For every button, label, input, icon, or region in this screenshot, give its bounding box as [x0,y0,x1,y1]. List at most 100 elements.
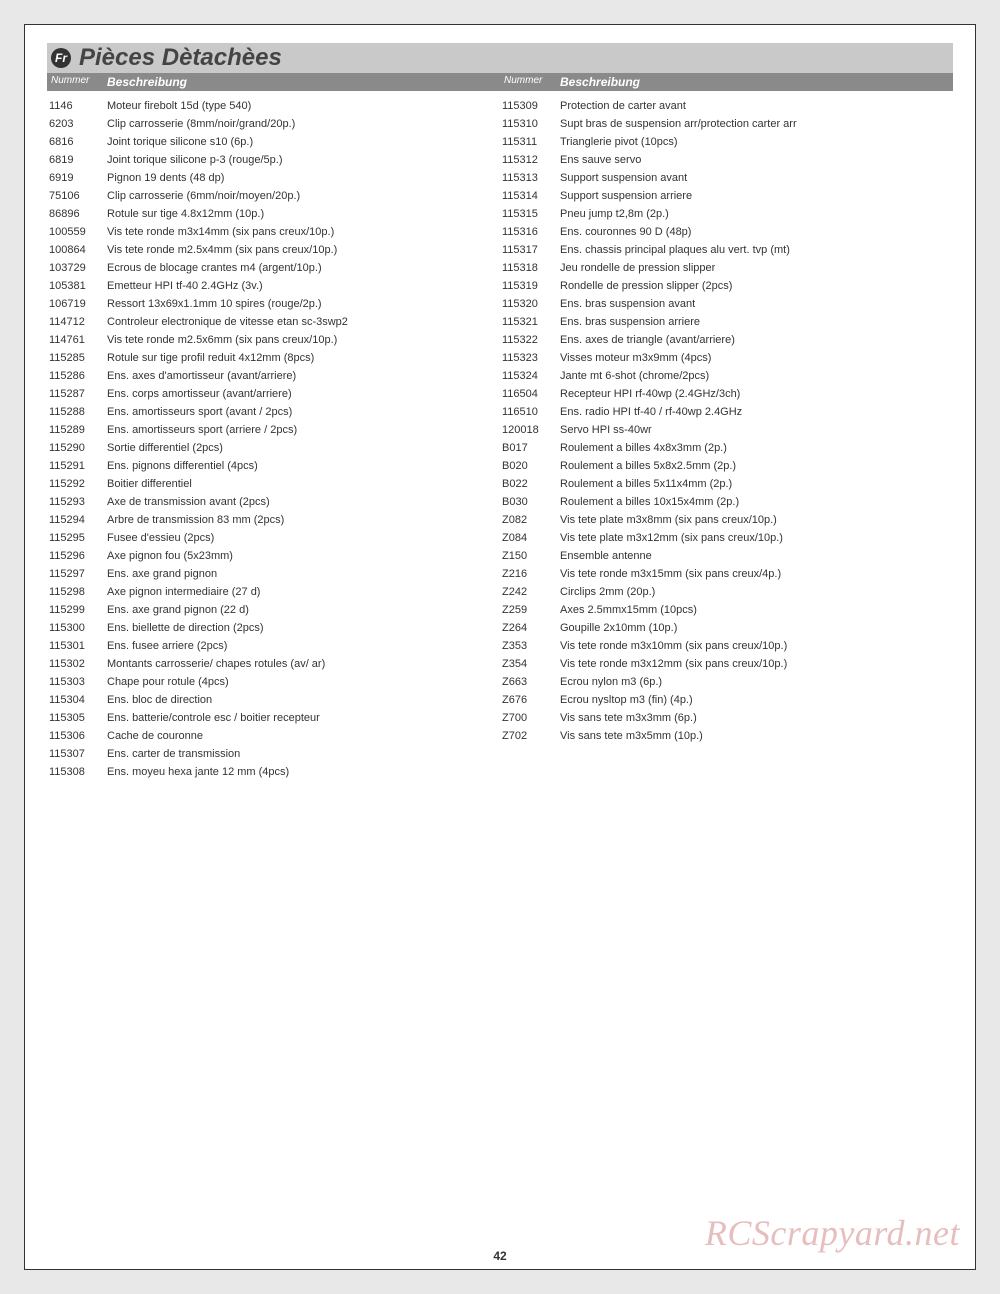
part-number: Z084 [500,529,560,547]
part-description: Vis tete plate m3x8mm (six pans creux/10… [560,511,953,529]
part-number: 115322 [500,331,560,349]
part-number: 115317 [500,241,560,259]
part-number: 100864 [47,241,107,259]
part-description: Emetteur HPI tf-40 2.4GHz (3v.) [107,277,500,295]
part-number: 115308 [47,763,107,781]
parts-row: 115285Rotule sur tige profil reduit 4x12… [47,349,500,367]
part-number: Z702 [500,727,560,745]
part-number: 114761 [47,331,107,349]
document-sheet: Fr Pièces Dètachèes Nummer Beschreibung … [24,24,976,1270]
part-description: Vis tete plate m3x12mm (six pans creux/1… [560,529,953,547]
parts-row: Z264Goupille 2x10mm (10p.) [500,619,953,637]
parts-row: 115321Ens. bras suspension arriere [500,313,953,331]
parts-row: 106719Ressort 13x69x1.1mm 10 spires (rou… [47,295,500,313]
part-description: Ens. axes de triangle (avant/arriere) [560,331,953,349]
parts-row: 115296Axe pignon fou (5x23mm) [47,547,500,565]
part-description: Vis sans tete m3x3mm (6p.) [560,709,953,727]
part-description: Moteur firebolt 15d (type 540) [107,97,500,115]
part-description: Clip carrosserie (6mm/noir/moyen/20p.) [107,187,500,205]
part-number: 115290 [47,439,107,457]
part-number: 100559 [47,223,107,241]
parts-row: 115322Ens. axes de triangle (avant/arrie… [500,331,953,349]
part-description: Vis sans tete m3x5mm (10p.) [560,727,953,745]
parts-row: 75106Clip carrosserie (6mm/noir/moyen/20… [47,187,500,205]
part-number: 115314 [500,187,560,205]
part-number: 115315 [500,205,560,223]
part-number: 6203 [47,115,107,133]
page-number: 42 [25,1249,975,1263]
part-number: 115320 [500,295,560,313]
part-description: Ens. axes d'amortisseur (avant/arriere) [107,367,500,385]
part-number: 115295 [47,529,107,547]
parts-columns: 1146Moteur firebolt 15d (type 540)6203Cl… [47,97,953,781]
part-description: Ens. bras suspension avant [560,295,953,313]
part-description: Roulement a billes 4x8x3mm (2p.) [560,439,953,457]
part-number: Z150 [500,547,560,565]
page-container: Fr Pièces Dètachèes Nummer Beschreibung … [0,0,1000,1294]
parts-row: 1146Moteur firebolt 15d (type 540) [47,97,500,115]
part-number: 6816 [47,133,107,151]
part-number: 115310 [500,115,560,133]
parts-row: 114712Controleur electronique de vitesse… [47,313,500,331]
parts-row: Z353Vis tete ronde m3x10mm (six pans cre… [500,637,953,655]
parts-row: 6203Clip carrosserie (8mm/noir/grand/20p… [47,115,500,133]
parts-row: 115310Supt bras de suspension arr/protec… [500,115,953,133]
part-description: Ecrou nysltop m3 (fin) (4p.) [560,691,953,709]
parts-row: Z676Ecrou nysltop m3 (fin) (4p.) [500,691,953,709]
part-description: Ens. corps amortisseur (avant/arriere) [107,385,500,403]
parts-row: 115301Ens. fusee arriere (2pcs) [47,637,500,655]
part-description: Visses moteur m3x9mm (4pcs) [560,349,953,367]
part-description: Ens. bras suspension arriere [560,313,953,331]
parts-row: 115305Ens. batterie/controle esc / boiti… [47,709,500,727]
part-number: B022 [500,475,560,493]
part-number: 115289 [47,421,107,439]
parts-row: 115294Arbre de transmission 83 mm (2pcs) [47,511,500,529]
parts-row: 115304Ens. bloc de direction [47,691,500,709]
part-number: 86896 [47,205,107,223]
part-description: Pneu jump t2,8m (2p.) [560,205,953,223]
parts-row: Z354Vis tete ronde m3x12mm (six pans cre… [500,655,953,673]
part-description: Goupille 2x10mm (10p.) [560,619,953,637]
part-number: B020 [500,457,560,475]
part-number: Z663 [500,673,560,691]
part-number: 115305 [47,709,107,727]
part-description: Axe pignon intermediaire (27 d) [107,583,500,601]
part-number: B030 [500,493,560,511]
parts-row: Z082Vis tete plate m3x8mm (six pans creu… [500,511,953,529]
part-number: 115316 [500,223,560,241]
parts-row: 115306Cache de couronne [47,727,500,745]
part-number: 114712 [47,313,107,331]
header-desc-left: Beschreibung [107,75,187,89]
part-number: 115286 [47,367,107,385]
part-description: Circlips 2mm (20p.) [560,583,953,601]
part-description: Ens. moyeu hexa jante 12 mm (4pcs) [107,763,500,781]
parts-row: Z663Ecrou nylon m3 (6p.) [500,673,953,691]
parts-row: B022Roulement a billes 5x11x4mm (2p.) [500,475,953,493]
parts-row: Z259Axes 2.5mmx15mm (10pcs) [500,601,953,619]
parts-row: 115314Support suspension arriere [500,187,953,205]
part-description: Vis tete ronde m2.5x6mm (six pans creux/… [107,331,500,349]
part-description: Fusee d'essieu (2pcs) [107,529,500,547]
part-description: Ens. radio HPI tf-40 / rf-40wp 2.4GHz [560,403,953,421]
part-description: Servo HPI ss-40wr [560,421,953,439]
part-number: 115306 [47,727,107,745]
part-number: 6919 [47,169,107,187]
part-number: 115287 [47,385,107,403]
parts-row: 115323Visses moteur m3x9mm (4pcs) [500,349,953,367]
part-number: Z676 [500,691,560,709]
parts-row: 115317Ens. chassis principal plaques alu… [500,241,953,259]
parts-row: 115312Ens sauve servo [500,151,953,169]
part-number: 115307 [47,745,107,763]
part-description: Roulement a billes 5x8x2.5mm (2p.) [560,457,953,475]
parts-row: 115316Ens. couronnes 90 D (48p) [500,223,953,241]
part-description: Ecrou nylon m3 (6p.) [560,673,953,691]
part-number: 75106 [47,187,107,205]
part-description: Ens. carter de transmission [107,745,500,763]
part-number: 116510 [500,403,560,421]
parts-row: 115288Ens. amortisseurs sport (avant / 2… [47,403,500,421]
part-description: Supt bras de suspension arr/protection c… [560,115,953,133]
parts-row: 115320Ens. bras suspension avant [500,295,953,313]
part-description: Axe pignon fou (5x23mm) [107,547,500,565]
page-title: Pièces Dètachèes [79,44,282,72]
part-description: Vis tete ronde m3x14mm (six pans creux/1… [107,223,500,241]
